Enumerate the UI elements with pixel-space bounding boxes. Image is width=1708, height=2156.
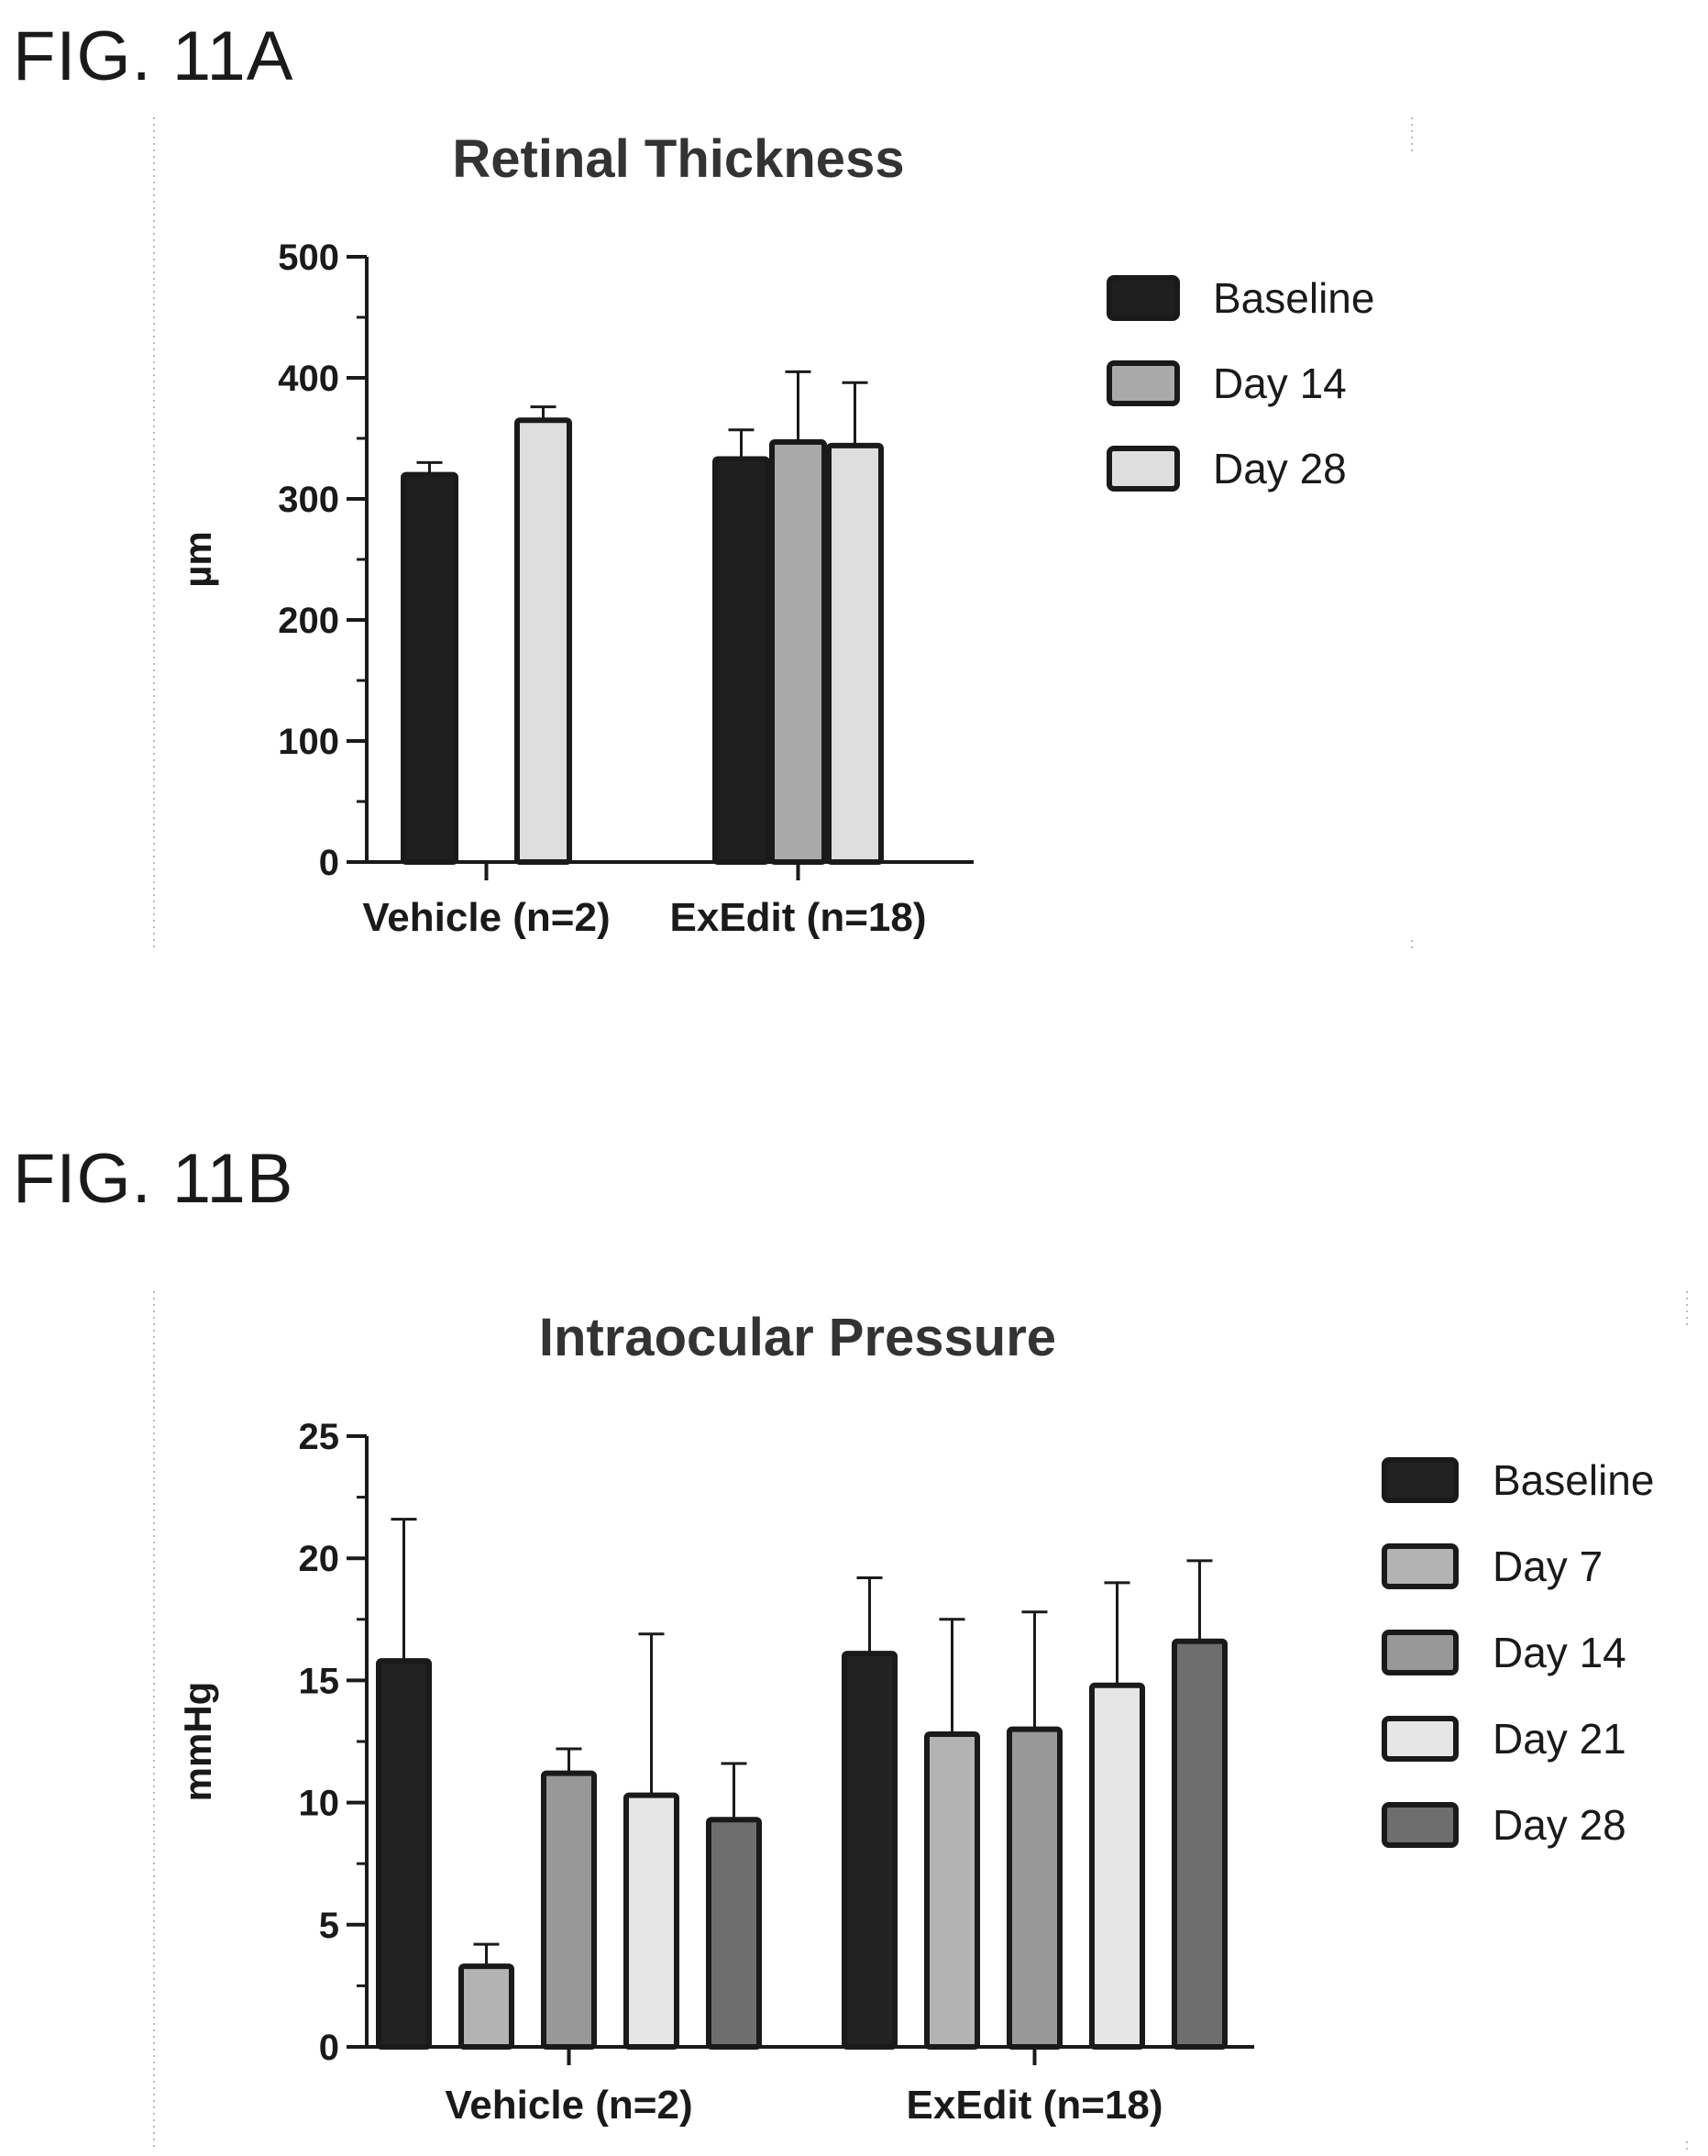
- bar-baseline-vehicle-n-2: [401, 471, 458, 865]
- y-tick-label: 10: [299, 1784, 340, 1824]
- legend-swatch-day-21: [1382, 1716, 1459, 1762]
- y-tick-label: 0: [319, 2028, 339, 2068]
- bar-day-7-vehicle-n-2: [458, 1963, 514, 2051]
- legend-label-baseline: Baseline: [1493, 1456, 1654, 1504]
- y-tick-label: 20: [299, 1539, 340, 1579]
- chart-title: Intraocular Pressure: [539, 1308, 1056, 1367]
- y-tick-label: 300: [278, 480, 339, 520]
- figure-label-11b: FIG. 11B: [13, 1140, 294, 1218]
- bar-day-14-exedit-n-18: [1007, 1726, 1063, 2050]
- bar-day-21-vehicle-n-2: [623, 1792, 679, 2050]
- bar-baseline-exedit-n-18: [842, 1651, 898, 2050]
- legend-label-day-14: Day 14: [1493, 1629, 1626, 1676]
- y-tick-label: 200: [278, 601, 339, 641]
- bar-day-14-exedit-n-18: [769, 438, 827, 865]
- intraocular-pressure-chart: Intraocular Pressure mmHg 0 5 10 15 20 25 Vehicl…: [153, 1291, 1688, 2150]
- y-tick-label: 25: [299, 1417, 340, 1457]
- bar-day-28-exedit-n-18: [826, 442, 884, 865]
- bar-day-7-exedit-n-18: [924, 1731, 980, 2050]
- legend-swatch-day-14: [1107, 360, 1180, 406]
- legend-label-day-28: Day 28: [1493, 1801, 1626, 1849]
- y-tick-label: 15: [299, 1661, 340, 1701]
- bar-day-28-vehicle-n-2: [514, 417, 572, 865]
- y-tick-label: 500: [278, 238, 339, 278]
- y-tick-label: 400: [278, 359, 339, 399]
- bar-baseline-vehicle-n-2: [376, 1658, 432, 2050]
- chart-title: Retinal Thickness: [452, 129, 904, 189]
- bar-day-21-exedit-n-18: [1089, 1682, 1145, 2050]
- legend-swatch-day-7: [1382, 1543, 1459, 1589]
- legend-label-day-28: Day 28: [1213, 445, 1347, 492]
- legend-label-baseline: Baseline: [1213, 274, 1374, 322]
- legend-label-day-21: Day 21: [1493, 1715, 1626, 1763]
- y-tick-label: 5: [319, 1906, 339, 1946]
- bar-day-28-vehicle-n-2: [706, 1817, 762, 2050]
- legend-swatch-baseline: [1382, 1457, 1459, 1503]
- x-category-label-vehicle-n-2: Vehicle (n=2): [362, 895, 610, 940]
- legend-swatch-day-14: [1382, 1630, 1459, 1675]
- legend-swatch-day-28: [1107, 446, 1180, 492]
- legend-swatch-baseline: [1107, 275, 1180, 321]
- y-axis-label: mmHg: [176, 1682, 219, 1802]
- legend-swatch-day-28: [1382, 1802, 1459, 1848]
- x-category-label-vehicle-n-2: Vehicle (n=2): [445, 2083, 692, 2128]
- bar-day-28-exedit-n-18: [1172, 1638, 1228, 2050]
- retinal-thickness-chart: Retinal Thickness µm 0 100 200 300 400 500 Vehic…: [153, 117, 1413, 949]
- bar-baseline-exedit-n-18: [712, 456, 770, 865]
- figure-label-11a: FIG. 11A: [13, 17, 294, 95]
- legend-label-day-7: Day 7: [1493, 1542, 1603, 1590]
- legend-label-day-14: Day 14: [1213, 359, 1347, 407]
- x-category-label-exedit-n-18: ExEdit (n=18): [670, 895, 927, 940]
- y-tick-label: 0: [319, 843, 339, 883]
- bar-day-14-vehicle-n-2: [541, 1770, 597, 2051]
- y-axis-label: µm: [176, 531, 219, 588]
- x-category-label-exedit-n-18: ExEdit (n=18): [907, 2083, 1163, 2128]
- y-tick-label: 100: [278, 722, 339, 762]
